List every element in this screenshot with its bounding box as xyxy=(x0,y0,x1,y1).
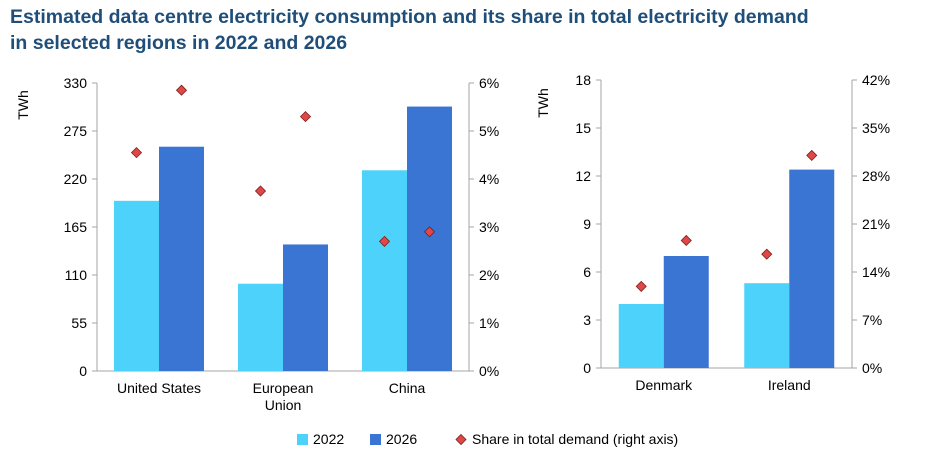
share-marker xyxy=(378,235,391,247)
chart-panel-2: 0 3 6 9 12 15 18 0% 7% 14% 21% 28% 35% 42% TWh Denmark I… xyxy=(535,72,890,393)
x-category-label: Denmark xyxy=(635,377,693,393)
share-marker xyxy=(635,280,647,292)
y-tick-label-right: 35% xyxy=(862,120,890,136)
bar-2026 xyxy=(283,244,328,371)
y-axis-title: TWh xyxy=(15,90,31,120)
legend-label-2026: 2026 xyxy=(386,431,417,447)
x-category-label: Union xyxy=(265,397,302,413)
y-tick-label-right: 21% xyxy=(862,216,890,232)
y-tick-label-left: 3 xyxy=(583,312,591,328)
bar-2022 xyxy=(362,170,407,371)
y-tick-label-right: 7% xyxy=(862,312,882,328)
legend-marker-share xyxy=(455,433,467,446)
chart-panel-1: 0 55 110 165 220 275 330 0% 1% 2% 3% 4% 5% 6% TWh Unite… xyxy=(15,75,499,413)
y-tick-label-right: 28% xyxy=(862,168,890,184)
y-tick-label-left: 275 xyxy=(64,123,88,139)
bar-2026 xyxy=(663,256,709,368)
x-category-label: China xyxy=(389,380,426,396)
share-marker xyxy=(130,147,143,159)
share-marker xyxy=(299,111,312,123)
share-marker xyxy=(761,248,773,260)
share-marker xyxy=(175,84,188,96)
legend: 2022 2026 Share in total demand (right a… xyxy=(297,431,678,447)
legend-label-share: Share in total demand (right axis) xyxy=(472,431,678,447)
x-category-label: European xyxy=(253,380,314,396)
y-tick-label-right: 5% xyxy=(479,123,499,139)
chart-title: Estimated data centre electricity consum… xyxy=(10,4,925,56)
y-tick-label-left: 6 xyxy=(583,264,591,280)
bar-2022 xyxy=(618,304,664,368)
y-tick-label-left: 0 xyxy=(79,363,87,379)
y-tick-label-left: 0 xyxy=(583,360,591,376)
share-marker xyxy=(254,185,267,197)
y-tick-label-right: 14% xyxy=(862,264,890,280)
x-category-label: Ireland xyxy=(768,377,811,393)
y-tick-label-right: 6% xyxy=(479,75,499,91)
y-tick-label-right: 1% xyxy=(479,315,499,331)
title-line-2: in selected regions in 2022 and 2026 xyxy=(10,32,348,54)
y-tick-label-right: 2% xyxy=(479,267,499,283)
share-marker xyxy=(680,234,692,247)
legend-swatch-2026 xyxy=(370,434,381,445)
legend-label-2022: 2022 xyxy=(313,431,344,447)
y-tick-label-right: 42% xyxy=(862,72,890,88)
y-axis-title: TWh xyxy=(535,88,551,118)
y-tick-label-right: 0% xyxy=(479,363,499,379)
title-line-1: Estimated data centre electricity consum… xyxy=(10,6,809,28)
y-tick-label-left: 330 xyxy=(64,75,88,91)
y-tick-label-left: 18 xyxy=(575,72,591,88)
share-marker xyxy=(423,226,436,238)
bar-2026 xyxy=(789,169,835,368)
bar-2026 xyxy=(159,146,204,371)
share-marker xyxy=(806,149,818,161)
bar-2022 xyxy=(114,200,159,371)
y-tick-label-left: 220 xyxy=(64,171,88,187)
y-tick-label-left: 55 xyxy=(71,315,87,331)
bar-2022 xyxy=(238,283,283,371)
y-tick-label-left: 12 xyxy=(575,168,591,184)
bar-2022 xyxy=(744,283,790,368)
y-tick-label-left: 110 xyxy=(65,267,88,283)
x-category-label: United States xyxy=(117,380,201,396)
bar-2026 xyxy=(407,106,452,372)
y-tick-label-left: 9 xyxy=(583,216,591,232)
y-tick-label-right: 4% xyxy=(479,171,499,187)
y-tick-label-right: 3% xyxy=(479,219,499,235)
legend-swatch-2022 xyxy=(297,434,308,445)
y-tick-label-left: 165 xyxy=(64,219,88,235)
y-tick-label-left: 15 xyxy=(575,120,591,136)
y-tick-label-right: 0% xyxy=(862,360,882,376)
